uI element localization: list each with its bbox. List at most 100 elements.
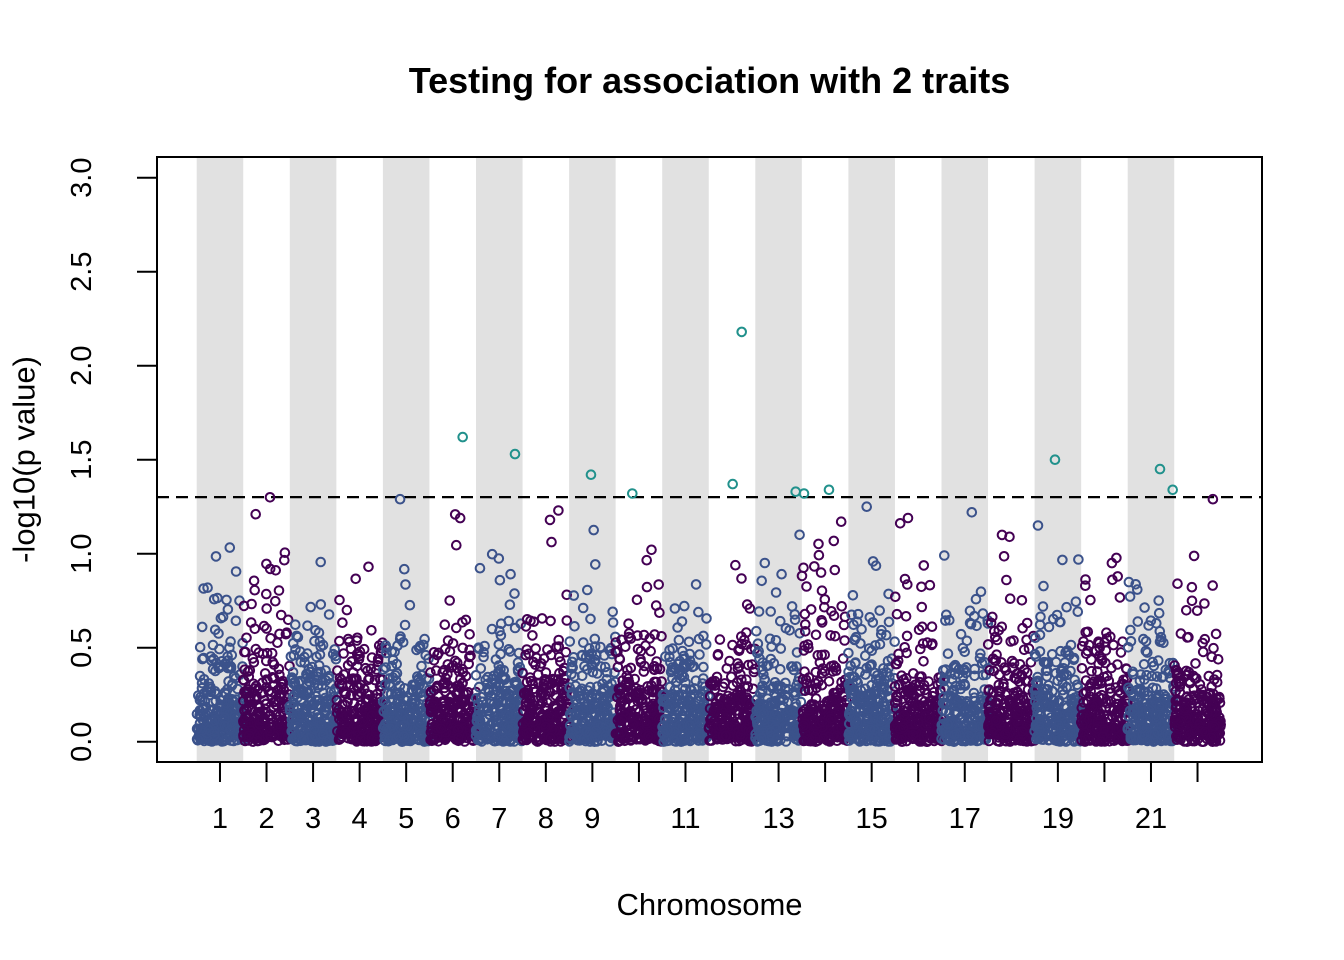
data-point — [352, 648, 364, 660]
data-point — [232, 723, 243, 734]
data-point — [302, 620, 313, 632]
data-point — [363, 674, 374, 686]
data-point — [366, 625, 377, 636]
data-point — [290, 731, 301, 742]
data-point — [303, 732, 315, 743]
y-axis-ticks: 0.00.51.01.52.02.53.0 — [66, 158, 157, 762]
y-tick-label: 2.0 — [66, 346, 98, 386]
data-point — [212, 592, 223, 604]
data-point — [447, 727, 458, 738]
data-point — [350, 573, 362, 585]
data-point — [1085, 594, 1096, 606]
data-point — [379, 720, 390, 732]
data-point — [261, 603, 273, 614]
data-point — [290, 619, 301, 631]
data-point — [464, 651, 475, 663]
data-point — [253, 714, 265, 726]
data-point — [653, 579, 665, 590]
data-point — [245, 617, 257, 628]
data-point — [277, 678, 289, 690]
data-point — [1001, 574, 1012, 586]
data-point — [311, 651, 322, 663]
data-point — [291, 630, 302, 642]
data-point — [916, 581, 927, 593]
data-point — [248, 657, 260, 668]
data-point — [264, 725, 276, 737]
data-point — [829, 564, 841, 576]
data-point — [464, 629, 475, 640]
data-point — [366, 710, 378, 722]
data-point — [224, 542, 236, 553]
data-point — [222, 684, 233, 695]
data-point — [295, 656, 307, 668]
data-point — [452, 657, 463, 669]
data-point — [302, 648, 313, 659]
data-point — [399, 619, 411, 631]
x-tick-label: 13 — [762, 803, 794, 835]
data-point — [305, 703, 317, 714]
data-point — [287, 677, 299, 689]
x-tick-label: 11 — [670, 803, 700, 835]
data-point — [209, 624, 221, 636]
data-point — [322, 698, 333, 709]
data-point — [495, 648, 506, 660]
data-point — [248, 678, 259, 690]
data-point — [342, 696, 353, 708]
x-tick-label: 7 — [491, 803, 507, 835]
data-point — [312, 708, 324, 720]
x-tick-label: 1 — [212, 803, 228, 835]
data-point — [194, 641, 206, 653]
data-point — [546, 536, 557, 548]
data-point — [310, 625, 321, 636]
data-point — [354, 691, 365, 703]
data-point — [386, 660, 398, 672]
data-point — [809, 561, 820, 572]
data-point — [281, 627, 293, 639]
data-point — [813, 538, 824, 550]
data-point — [290, 644, 301, 655]
data-point — [200, 701, 212, 713]
data-point — [444, 595, 456, 606]
data-point — [736, 573, 747, 584]
data-point — [364, 689, 376, 701]
data-point — [209, 726, 220, 738]
y-tick-label: 3.0 — [66, 158, 98, 198]
data-point — [714, 634, 726, 645]
data-point — [308, 723, 320, 735]
data-point — [439, 664, 450, 676]
data-point — [813, 549, 825, 561]
x-tick-label: 15 — [856, 803, 888, 835]
data-point — [338, 648, 349, 659]
data-point — [348, 667, 359, 678]
data-point — [327, 648, 339, 660]
data-point — [292, 721, 303, 733]
data-point — [267, 656, 279, 668]
data-point — [399, 720, 410, 731]
data-point — [460, 614, 472, 626]
data-point — [351, 635, 363, 646]
data-point — [916, 601, 928, 613]
y-tick-label: 2.5 — [66, 252, 98, 292]
data-point — [394, 687, 406, 698]
data-point — [270, 595, 281, 607]
data-point — [249, 584, 260, 596]
data-point — [198, 583, 209, 594]
data-point — [192, 734, 204, 746]
data-point — [623, 618, 634, 630]
y-tick-label: 1.0 — [66, 534, 98, 574]
data-point — [400, 695, 412, 706]
data-point — [323, 609, 335, 620]
data-point — [425, 667, 436, 678]
data-point — [1016, 595, 1028, 606]
data-point — [315, 599, 327, 610]
data-point — [191, 723, 203, 735]
data-point — [220, 688, 232, 700]
data-point — [357, 724, 369, 736]
data-point — [257, 714, 268, 726]
data-point — [454, 512, 466, 524]
data-point — [317, 729, 329, 740]
data-point — [451, 662, 463, 674]
data-point — [202, 582, 213, 594]
data-point — [211, 705, 223, 716]
data-point — [900, 611, 912, 622]
